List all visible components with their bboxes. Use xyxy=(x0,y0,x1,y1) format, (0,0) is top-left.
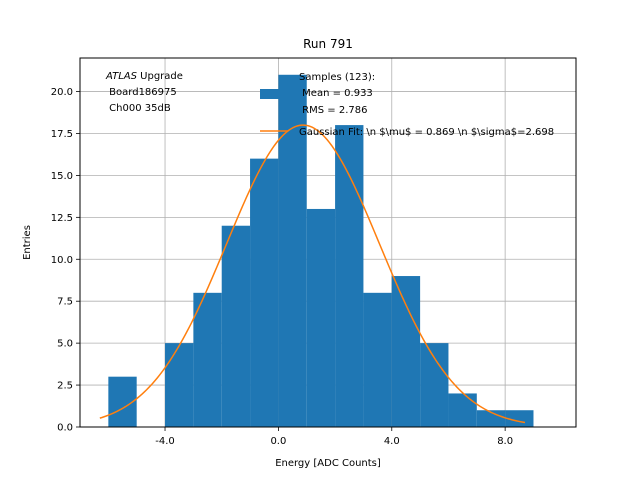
gaussian-fit-curve xyxy=(99,124,526,424)
annotation-board: Board186975 xyxy=(106,87,177,98)
y-tick-label: 5.0 xyxy=(57,339,73,350)
y-tick-label: 17.5 xyxy=(51,129,73,140)
histogram-bars xyxy=(108,74,534,428)
y-axis-ticks: 0.0 2.5 5.0 7.5 10.0 12.5 15.0 17.5 20.0 xyxy=(51,87,80,434)
legend-samples-line-1: Samples (123): xyxy=(299,72,375,83)
annotation-atlas: ATLAS xyxy=(105,71,138,82)
histogram-bar xyxy=(448,393,477,427)
histogram-bar xyxy=(250,158,279,428)
x-tick-label: 8.0 xyxy=(497,436,513,447)
y-tick-label: 7.5 xyxy=(57,297,73,308)
gaussian-fit-line xyxy=(99,124,526,424)
y-tick-label: 10.0 xyxy=(51,255,73,266)
legend-samples-rms: RMS = 2.786 xyxy=(299,105,367,116)
legend: Samples (123): Mean = 0.933 RMS = 2.786 … xyxy=(260,72,554,138)
x-tick-label: 0.0 xyxy=(270,436,286,447)
histogram-bar xyxy=(363,292,392,427)
histogram-bar xyxy=(505,410,534,427)
x-tick-label: 4.0 xyxy=(384,436,400,447)
y-tick-label: 15.0 xyxy=(51,171,73,182)
histogram-bar xyxy=(278,74,307,427)
annotation-upgrade: Upgrade xyxy=(137,71,183,82)
legend-swatch-samples xyxy=(260,89,288,99)
annotation-channel: Ch000 35dB xyxy=(106,103,171,114)
histogram-bar xyxy=(193,292,222,427)
legend-samples-mean: Mean = 0.933 xyxy=(299,88,373,99)
plot-frame xyxy=(79,57,577,428)
y-tick-label: 2.5 xyxy=(57,381,73,392)
y-tick-label: 20.0 xyxy=(51,87,73,98)
legend-fit-label: Gaussian Fit: \n $\mu$ = 0.869 \n $\sigm… xyxy=(299,127,554,138)
x-axis-ticks: -4.0 0.0 4.0 8.0 xyxy=(155,427,513,447)
histogram-bar xyxy=(221,225,251,427)
histogram-bar xyxy=(306,208,336,427)
annotation-line-1: ATLAS Upgrade xyxy=(105,71,183,82)
histogram-bar xyxy=(391,276,421,427)
x-tick-label: -4.0 xyxy=(155,436,175,447)
histogram-bar xyxy=(165,343,194,427)
histogram-bar xyxy=(335,125,364,427)
y-axis-label: Entries xyxy=(22,225,33,260)
chart-title: Run 791 xyxy=(303,37,353,51)
atlas-annotation: ATLAS Upgrade Board186975 Ch000 35dB xyxy=(105,71,183,114)
histogram-bar xyxy=(476,410,506,427)
histogram-bar xyxy=(420,343,449,427)
x-axis-label: Energy [ADC Counts] xyxy=(275,458,381,469)
y-tick-label: 0.0 xyxy=(57,423,73,434)
y-tick-label: 12.5 xyxy=(51,213,73,224)
